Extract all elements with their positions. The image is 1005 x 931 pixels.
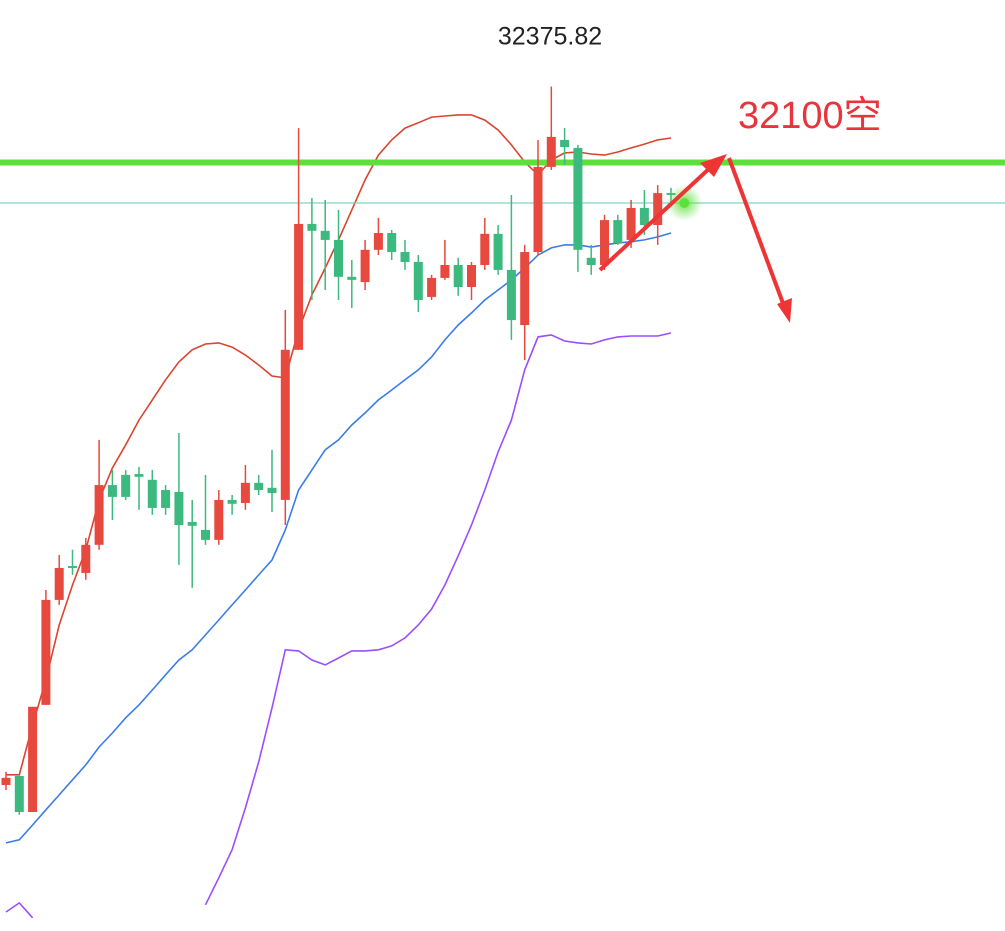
band-line bbox=[5, 232, 672, 844]
candle-body bbox=[626, 207, 636, 240]
candle-body bbox=[134, 474, 144, 477]
candle-body bbox=[227, 499, 237, 504]
candle-body bbox=[400, 252, 410, 262]
candle-body bbox=[467, 264, 476, 288]
candle-body bbox=[294, 223, 304, 350]
candle-body bbox=[360, 249, 370, 283]
candle-body bbox=[240, 482, 250, 503]
candle-body bbox=[201, 529, 210, 540]
candle-body bbox=[161, 490, 171, 508]
candle-body bbox=[440, 264, 450, 278]
candle-body bbox=[68, 566, 77, 568]
arrow-down bbox=[727, 157, 786, 307]
high-label: 32375.82 bbox=[498, 23, 602, 51]
arrows bbox=[598, 154, 792, 323]
candle-body bbox=[600, 220, 609, 265]
candle-body bbox=[147, 479, 157, 508]
candle-body bbox=[280, 349, 290, 500]
candle-body bbox=[41, 599, 51, 705]
candle-body bbox=[493, 233, 503, 270]
arrow-head bbox=[700, 154, 727, 177]
annotation: 32100空 bbox=[738, 95, 882, 137]
candle-body bbox=[453, 264, 463, 288]
candle-body bbox=[28, 706, 38, 813]
candle-body bbox=[347, 276, 357, 280]
candle-body bbox=[413, 261, 423, 300]
candle-body bbox=[174, 491, 184, 525]
candle-body bbox=[14, 775, 24, 813]
arrow-head bbox=[777, 298, 792, 323]
band-line bbox=[5, 901, 34, 919]
candle-body bbox=[546, 136, 556, 167]
band-line bbox=[204, 332, 672, 906]
candle-body bbox=[81, 544, 91, 573]
candle-body bbox=[387, 233, 397, 253]
candle-body bbox=[254, 482, 264, 491]
candle-body bbox=[94, 485, 104, 545]
last-price-dot bbox=[679, 198, 690, 209]
levels bbox=[0, 159, 1005, 204]
candle-body bbox=[639, 207, 649, 226]
candle-body bbox=[506, 269, 516, 321]
candle-body bbox=[520, 252, 530, 326]
arrow-up bbox=[598, 164, 714, 272]
candle-body bbox=[307, 223, 317, 231]
candle-body bbox=[334, 239, 343, 277]
candle-body bbox=[427, 277, 437, 297]
candle-body bbox=[121, 474, 131, 497]
candle-body bbox=[480, 233, 490, 265]
candle-body bbox=[267, 487, 277, 494]
candle-body bbox=[214, 499, 224, 540]
candle-body bbox=[613, 220, 623, 243]
candle-body bbox=[573, 147, 583, 250]
candle-body bbox=[187, 521, 197, 526]
candle-body bbox=[533, 166, 543, 253]
candle-body bbox=[560, 139, 570, 148]
candle-body bbox=[586, 257, 596, 265]
candle-body bbox=[107, 485, 117, 497]
candle-body bbox=[1, 777, 11, 786]
candle-body bbox=[373, 233, 383, 250]
candle-body bbox=[54, 567, 64, 600]
candles bbox=[1, 86, 703, 815]
candle-body bbox=[320, 230, 330, 240]
candle-body bbox=[653, 193, 663, 226]
